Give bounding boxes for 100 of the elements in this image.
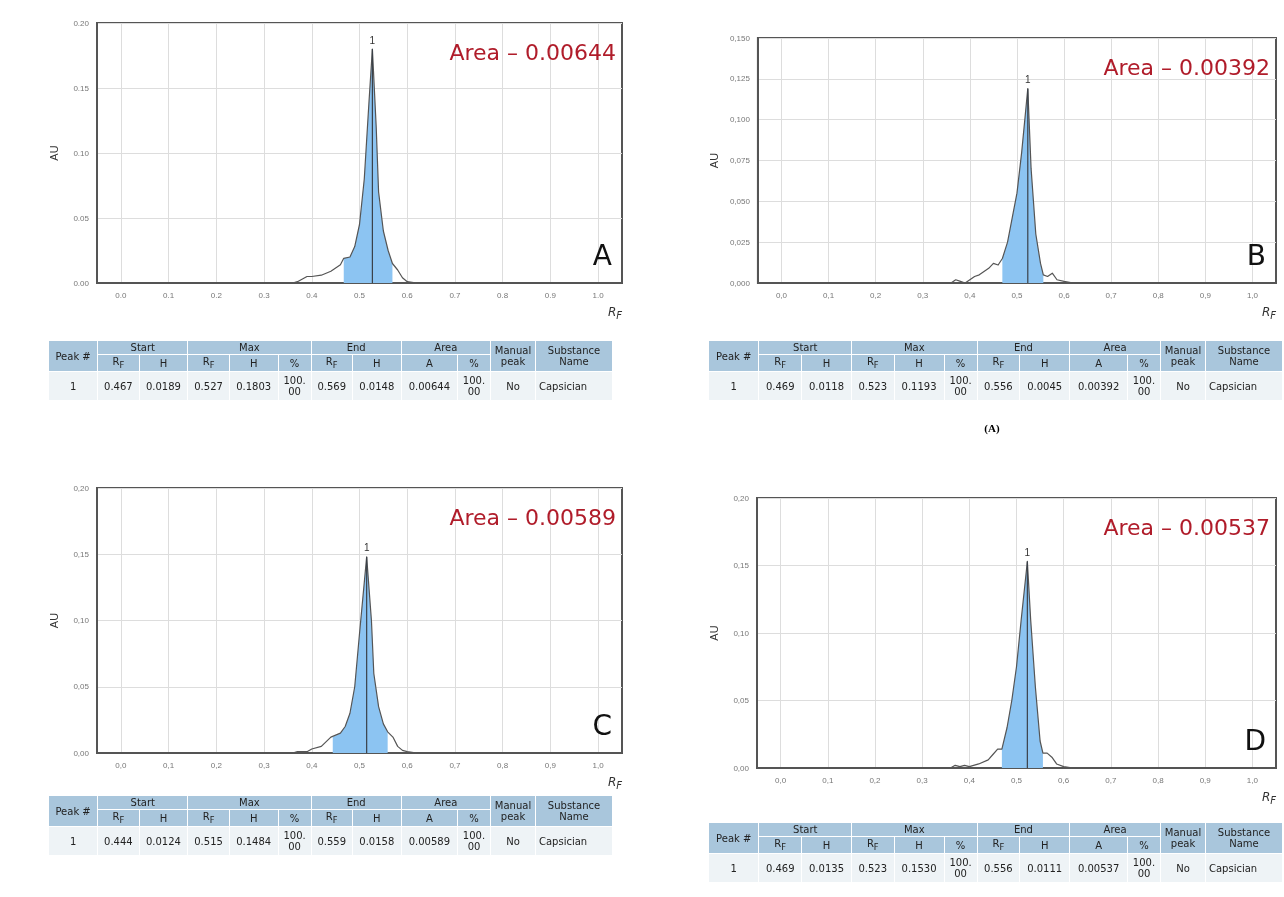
text: H — [352, 355, 401, 371]
annotation: A — [592, 238, 612, 272]
x-tick-label: 0,8 — [497, 760, 509, 770]
text: H — [229, 810, 278, 826]
x-tick-label: 0,5 — [1010, 775, 1023, 785]
text: Area — [401, 341, 490, 354]
text: 0.556 — [977, 372, 1020, 400]
text: 1 — [709, 854, 759, 882]
annotation: Area – 0.00644 — [449, 39, 616, 65]
x-tick-label: 0,4 — [306, 760, 318, 770]
text: Substance Name — [536, 796, 612, 826]
text: 1 — [709, 372, 759, 400]
x-tick-label: 0,8 — [1152, 290, 1165, 300]
text: 0.515 — [188, 827, 229, 855]
x-tick-label: 0,4 — [964, 290, 976, 300]
text: 100.00 — [278, 827, 311, 855]
text: End — [977, 341, 1070, 354]
text: % — [458, 355, 490, 371]
text: 0.0118 — [801, 372, 852, 400]
x-tick-label: 0,1 — [823, 290, 835, 300]
text: R$_{F}$ — [188, 810, 229, 826]
text: 0.569 — [311, 372, 352, 400]
text: R$_{F}$ — [759, 837, 801, 853]
text: 0.1803 — [229, 372, 278, 400]
y-tick-label: 0,10 — [733, 628, 750, 638]
x-tick-label: 0,1 — [822, 775, 834, 785]
text: Manual peak — [1161, 823, 1205, 853]
annotation: 1 — [1025, 74, 1032, 86]
text: Manual peak — [491, 796, 535, 826]
x-tick-label: 0.8 — [497, 290, 509, 300]
text: % — [944, 355, 977, 371]
x-tick-label: 0,6 — [1058, 290, 1071, 300]
x-tick-label: 0,5 — [353, 760, 366, 770]
text: 1 — [49, 372, 98, 400]
text: Max — [188, 341, 311, 354]
text: Area — [1070, 341, 1160, 354]
x-tick-label: 0,9 — [1199, 290, 1212, 300]
text: R$_{F}$ — [188, 355, 229, 371]
text: % — [1128, 837, 1160, 853]
y-tick-label: 0,05 — [73, 682, 90, 692]
x-tick-label: 0,4 — [963, 775, 976, 785]
text: H — [894, 837, 944, 853]
y-tick-label: 0,075 — [729, 156, 751, 165]
y-tick-label: 0,100 — [729, 115, 751, 125]
text: R$_{F}$ — [852, 355, 894, 371]
text: Manual peak — [1161, 341, 1205, 371]
x-tick-label: 0.3 — [258, 290, 271, 300]
text: End — [977, 823, 1070, 836]
y-axis-title: AU — [47, 145, 60, 161]
text: 0.1530 — [894, 854, 944, 882]
text: Start — [759, 341, 852, 354]
text: Peak # — [49, 341, 98, 371]
text: 100.00 — [458, 372, 490, 400]
text: No — [1161, 854, 1205, 882]
annotation: D — [1244, 723, 1266, 757]
y-tick-label: 0.05 — [73, 213, 90, 223]
text: 100.00 — [1128, 372, 1160, 400]
y-tick-label: 0,20 — [73, 483, 90, 493]
text: R$_{F}$ — [98, 355, 139, 371]
text: 0.559 — [311, 827, 352, 855]
x-tick-label: 0.2 — [210, 290, 223, 300]
text: 0.0111 — [1020, 854, 1070, 882]
text: End — [311, 796, 401, 809]
text: % — [1128, 355, 1160, 371]
text: Manual peak — [491, 341, 535, 371]
text: R$_{F}$ — [977, 837, 1020, 853]
y-tick-label: 0,125 — [729, 74, 751, 84]
text: 100.00 — [278, 372, 311, 400]
text: Capsician — [1206, 372, 1282, 400]
text: H — [139, 810, 188, 826]
text: 0.1193 — [894, 372, 944, 400]
text: 0.0045 — [1020, 372, 1070, 400]
x-tick-label: 0,2 — [870, 290, 882, 300]
text: Start — [759, 823, 852, 836]
y-axis-title: AU — [707, 625, 720, 641]
x-axis-title: R$_{F}$ — [1261, 790, 1276, 807]
text: Substance Name — [1206, 823, 1282, 853]
text: Capsician — [1206, 854, 1282, 882]
text: No — [491, 827, 535, 855]
text: 0.0158 — [352, 827, 401, 855]
x-axis-title: R$_{F}$ — [607, 775, 622, 792]
text: 1 — [49, 827, 98, 855]
y-tick-label: 0.00 — [73, 278, 90, 288]
text: 0.467 — [98, 372, 139, 400]
text: Peak # — [709, 823, 759, 853]
text: 0.469 — [759, 854, 801, 882]
text: H — [1020, 355, 1070, 371]
text: 100.00 — [944, 854, 977, 882]
text: % — [278, 810, 311, 826]
text: 100.00 — [458, 827, 490, 855]
text: Peak # — [709, 341, 759, 371]
text: 0.0135 — [801, 854, 852, 882]
text: 0.1484 — [229, 827, 278, 855]
text: 100.00 — [944, 372, 977, 400]
text: % — [944, 837, 977, 853]
x-tick-label: 0,0 — [115, 760, 127, 770]
annotation: Area – 0.00589 — [449, 504, 616, 530]
text: 0.00537 — [1070, 854, 1127, 882]
text: H — [801, 837, 852, 853]
text: End — [311, 341, 401, 354]
